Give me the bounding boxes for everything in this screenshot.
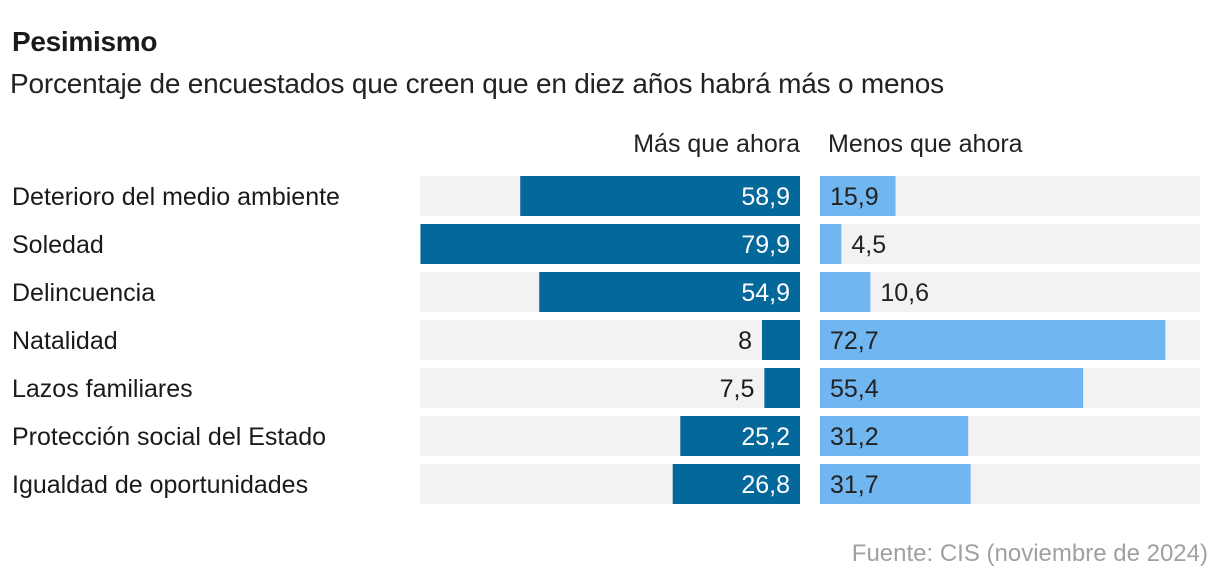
source-note: Fuente: CIS (noviembre de 2024) [851,540,1208,567]
category-label: Protección social del Estado [12,423,326,451]
data-label-menos: 55,4 [830,375,879,403]
bar-mas [420,224,800,264]
category-label: Delincuencia [12,279,155,307]
bar-track-mas [420,320,800,360]
bar-mas [672,464,800,504]
bar-mas [680,416,800,456]
data-label-menos: 31,2 [830,423,879,451]
data-label-mas: 25,2 [741,423,790,451]
data-label-menos: 10,6 [880,279,929,307]
bar-menos [820,320,1166,360]
data-label-mas: 26,8 [741,471,790,499]
data-label-mas: 7,5 [720,375,755,403]
bar-track-mas [420,368,800,408]
bar-menos [820,224,842,264]
data-label-menos: 72,7 [830,327,879,355]
data-label-mas: 58,9 [741,183,790,211]
bar-menos [820,272,871,312]
bar-menos [820,368,1084,408]
data-label-mas: 79,9 [741,231,790,259]
column-header-menos: Menos que ahora [828,130,1023,158]
bar-mas [520,176,800,216]
category-label: Lazos familiares [12,375,193,403]
bar-mas [764,368,800,408]
bar-menos [820,416,969,456]
category-label: Soledad [12,231,104,259]
chart-subtitle: Porcentaje de encuestados que creen que … [10,68,944,99]
data-label-mas: 54,9 [741,279,790,307]
data-label-mas: 8 [738,327,752,355]
chart-title: Pesimismo [12,26,158,57]
data-label-menos: 4,5 [851,231,886,259]
category-label: Natalidad [12,327,118,355]
bar-menos [820,464,971,504]
bar-menos [820,176,896,216]
bar-mas [762,320,800,360]
data-label-menos: 31,7 [830,471,879,499]
bar-track-menos [820,224,1200,264]
category-label: Deterioro del medio ambiente [12,183,340,211]
category-label: Igualdad de oportunidades [12,471,308,499]
column-header-mas: Más que ahora [633,130,800,158]
data-label-menos: 15,9 [830,183,879,211]
bar-track-menos [820,272,1200,312]
bar-mas [539,272,800,312]
